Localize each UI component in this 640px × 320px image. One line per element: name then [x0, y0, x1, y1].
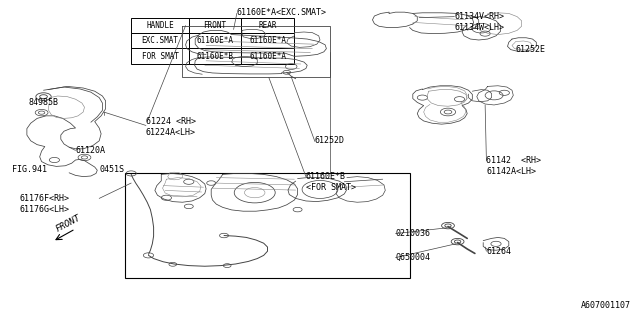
Text: 61134V<RH>: 61134V<RH> [454, 12, 504, 20]
Text: 61142A<LH>: 61142A<LH> [486, 167, 536, 176]
Bar [241, 48, 294, 64]
Text: REAR: REAR [259, 21, 276, 30]
Text: A607001107: A607001107 [580, 301, 630, 310]
Text: 61160E*A: 61160E*A [249, 52, 286, 60]
Bar [131, 48, 189, 64]
Text: 0210036: 0210036 [396, 229, 431, 238]
Text: 61160E*A: 61160E*A [249, 36, 286, 45]
Text: 61176G<LH>: 61176G<LH> [19, 205, 69, 214]
Text: 61252D: 61252D [315, 136, 345, 145]
Bar [241, 18, 294, 33]
Text: FOR SMAT: FOR SMAT [141, 52, 179, 60]
Text: 61224A<LH>: 61224A<LH> [146, 128, 196, 137]
Text: 61224 <RH>: 61224 <RH> [146, 117, 196, 126]
Text: HANDLE: HANDLE [146, 21, 174, 30]
Bar [189, 18, 241, 33]
Text: 61160E*A<EXC.SMAT>: 61160E*A<EXC.SMAT> [237, 8, 327, 17]
Text: 61160E*B: 61160E*B [306, 172, 346, 180]
Text: 61160E*A: 61160E*A [196, 36, 234, 45]
Text: 61252E: 61252E [515, 45, 545, 54]
Text: 61160E*B: 61160E*B [196, 52, 234, 60]
Text: Q650004: Q650004 [396, 253, 431, 262]
Bar [241, 33, 294, 48]
Text: 61264: 61264 [486, 247, 511, 256]
Text: 61142  <RH>: 61142 <RH> [486, 156, 541, 164]
Bar [131, 18, 189, 33]
Text: 0451S: 0451S [99, 165, 124, 174]
Text: 61134W<LH>: 61134W<LH> [454, 23, 504, 32]
Text: 61176F<RH>: 61176F<RH> [19, 194, 69, 203]
Text: FIG.941: FIG.941 [12, 165, 47, 174]
Bar [125, 173, 410, 278]
Text: FRONT: FRONT [54, 213, 83, 234]
Bar [189, 48, 241, 64]
Bar [131, 33, 189, 48]
Text: <FOR SMAT>: <FOR SMAT> [306, 183, 356, 192]
Text: 61120A: 61120A [76, 146, 106, 155]
Text: FRONT: FRONT [204, 21, 227, 30]
Text: 84985B: 84985B [29, 98, 59, 107]
Text: EXC.SMAT: EXC.SMAT [141, 36, 179, 45]
Bar [189, 33, 241, 48]
